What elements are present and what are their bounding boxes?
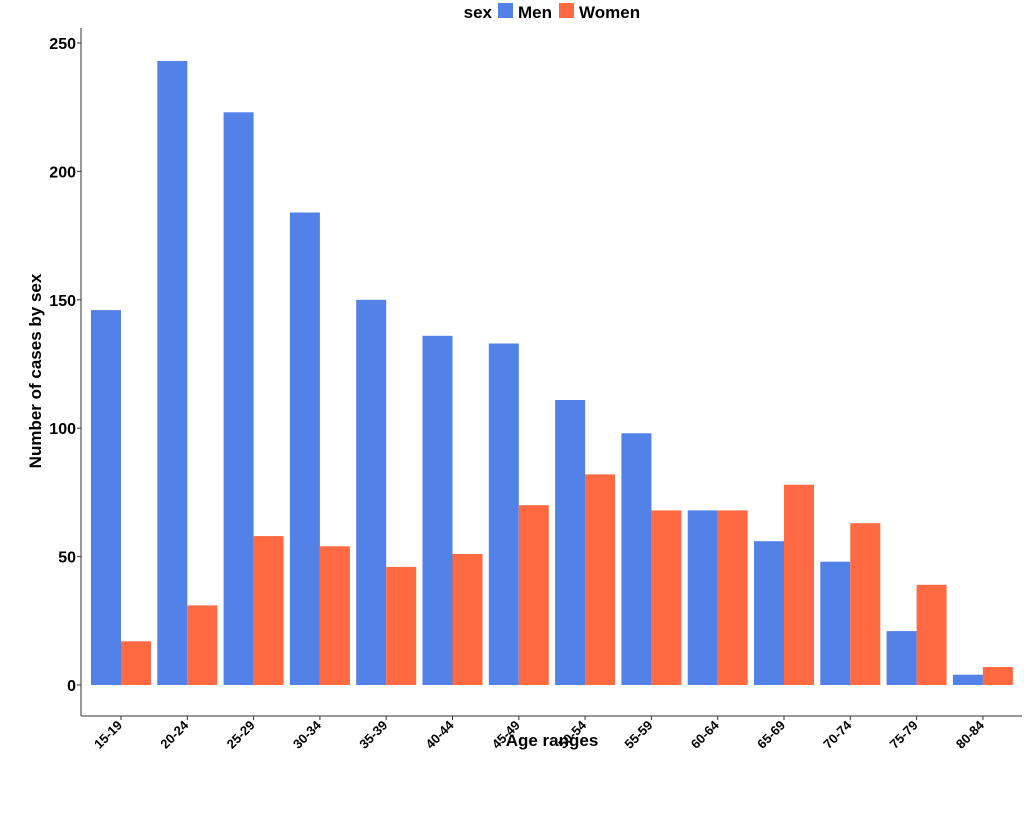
bar-men-75-79: [886, 631, 917, 685]
x-axis-title: Age ranges: [506, 731, 599, 750]
bar-men-70-74: [820, 561, 851, 685]
bar-women-60-64: [717, 510, 748, 685]
bar-men-15-19: [91, 310, 121, 685]
x-tick-label: 40-44: [423, 717, 458, 752]
bar-women-15-19: [121, 641, 151, 685]
bar-women-30-34: [319, 546, 350, 685]
y-tick-label: 150: [49, 293, 76, 310]
bar-men-20-24: [157, 61, 188, 685]
bar-women-45-49: [518, 505, 549, 685]
x-tick-label: 65-69: [754, 718, 788, 752]
bar-men-80-84: [952, 674, 983, 685]
legend: sex Men Women: [464, 3, 640, 22]
bar-men-60-64: [687, 510, 718, 685]
bar-women-80-84: [982, 667, 1013, 685]
bar-women-25-29: [253, 536, 284, 685]
y-axis-title: Number of cases by sex: [26, 273, 45, 468]
bar-men-55-59: [621, 433, 652, 685]
legend-label-men: Men: [518, 3, 552, 22]
x-tick-label: 75-79: [887, 718, 921, 752]
bar-women-50-54: [585, 474, 616, 685]
bar-men-40-44: [422, 335, 453, 685]
x-tick-label: 55-59: [621, 718, 655, 752]
bars-group: [91, 61, 1013, 686]
bar-men-25-29: [223, 112, 254, 686]
y-tick-label: 200: [49, 164, 76, 181]
y-tick-label: 250: [49, 36, 76, 53]
bar-women-65-69: [784, 484, 814, 685]
x-tick-label: 15-19: [91, 718, 125, 752]
y-ticks: 0 50 100 150 200 250: [49, 36, 81, 695]
legend-title: sex: [464, 3, 493, 22]
bar-men-30-34: [289, 212, 320, 685]
legend-swatch-women: [559, 3, 574, 18]
x-tick-label: 70-74: [820, 717, 855, 752]
bar-women-70-74: [850, 523, 881, 685]
bar-women-75-79: [916, 584, 947, 685]
bar-men-35-39: [356, 299, 387, 685]
bar-men-50-54: [555, 400, 586, 685]
bar-women-35-39: [386, 566, 417, 685]
x-tick-label: 20-24: [157, 717, 192, 752]
legend-label-women: Women: [579, 3, 640, 22]
bar-men-65-69: [754, 541, 784, 685]
bar-women-20-24: [187, 605, 218, 685]
x-tick-label: 35-39: [356, 718, 390, 752]
bar-men-45-49: [488, 343, 519, 685]
x-tick-label: 60-64: [688, 717, 723, 752]
y-tick-label: 50: [58, 550, 76, 567]
y-tick-label: 100: [49, 421, 76, 438]
legend-swatch-men: [498, 3, 513, 18]
x-tick-label: 25-29: [224, 718, 258, 752]
bar-women-40-44: [452, 554, 483, 685]
y-tick-label: 0: [67, 678, 76, 695]
x-tick-label: 30-34: [290, 717, 325, 752]
bar-women-55-59: [651, 510, 682, 685]
x-tick-label: 80-84: [953, 717, 988, 752]
